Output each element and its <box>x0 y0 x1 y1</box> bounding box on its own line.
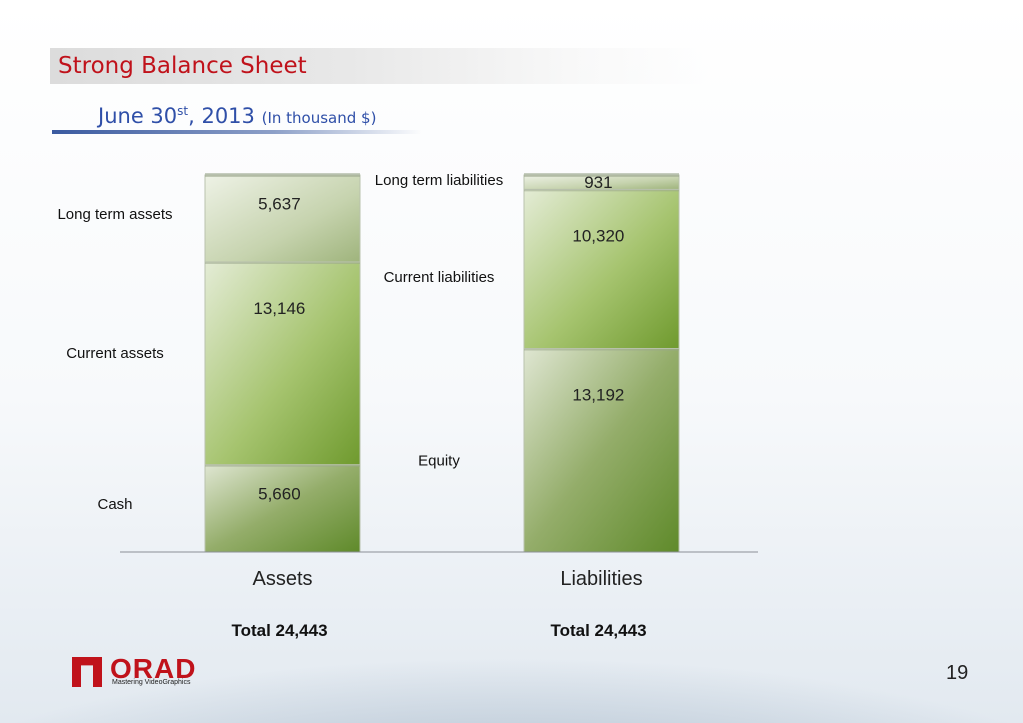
total-label-liabilities: Total 24,443 <box>550 621 646 640</box>
value-label-long-term-liabilities: 931 <box>584 173 612 192</box>
segment-separator <box>205 173 360 177</box>
category-label-assets: Assets <box>252 568 312 590</box>
series-label-current-assets: Current assets <box>66 345 164 362</box>
orad-logo-icon <box>72 657 102 687</box>
subtitle-underline <box>52 130 422 134</box>
series-label-long-term-liabilities: Long term liabilities <box>375 172 503 189</box>
logo-word: ORAD <box>110 653 197 684</box>
subtitle: June 30st, 2013 (In thousand $) <box>98 104 376 128</box>
value-label-current-liabilities: 10,320 <box>572 226 624 245</box>
bar-segment-cash <box>204 464 361 553</box>
subtitle-suffix: st <box>177 104 189 118</box>
series-label-current-liabilities: Current liabilities <box>384 269 495 286</box>
value-label-long-term-assets: 5,637 <box>258 195 301 214</box>
bar-segment-equity <box>523 348 680 553</box>
series-label-cash: Cash <box>97 496 132 513</box>
subtitle-date: June 30 <box>98 104 178 128</box>
bar-segment-current-liabilities <box>523 188 680 350</box>
bar-segment-long-term-assets <box>204 174 361 263</box>
value-label-cash: 5,660 <box>258 485 301 504</box>
category-label-liabilities: Liabilities <box>560 568 642 590</box>
subtitle-unit: (In thousand $) <box>261 109 377 127</box>
bar-segment-current-assets <box>204 261 361 466</box>
segment-separator <box>524 173 679 177</box>
page-title: Strong Balance Sheet <box>58 53 307 79</box>
value-label-current-assets: 13,146 <box>253 299 305 318</box>
logo-tagline: Mastering VideoGraphics <box>112 679 191 686</box>
page-number: 19 <box>946 662 969 684</box>
title-bar: Strong Balance Sheet <box>50 48 710 84</box>
total-label-assets: Total 24,443 <box>231 621 327 640</box>
series-label-long-term-assets: Long term assets <box>57 206 172 223</box>
series-label-equity: Equity <box>418 452 460 469</box>
orad-logo: ORAD Mastering VideoGraphics <box>72 653 212 690</box>
subtitle-year: , 2013 <box>188 104 255 128</box>
value-label-equity: 13,192 <box>572 386 624 405</box>
